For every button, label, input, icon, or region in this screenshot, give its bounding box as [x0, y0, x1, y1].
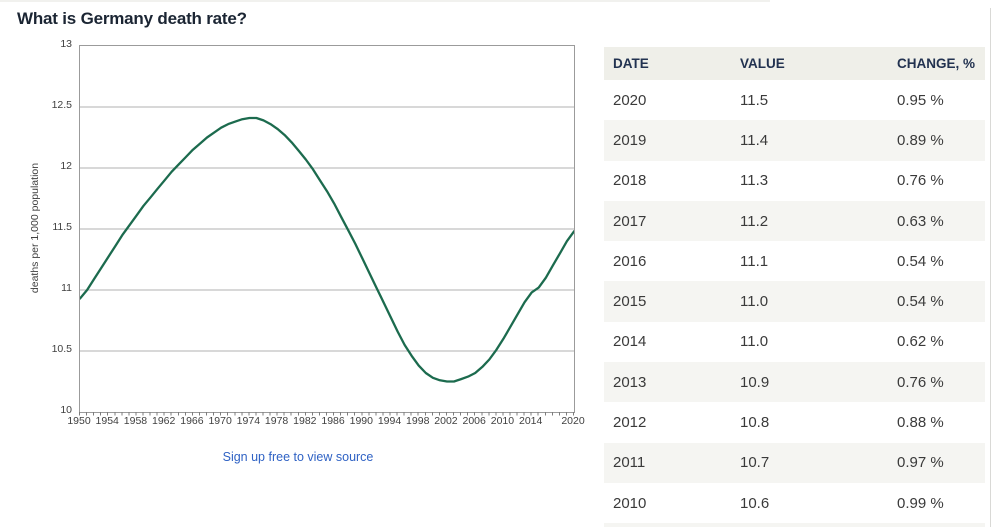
death-rate-line-chart: deaths per 1,000 population 13 12.5 12 11.5… — [0, 38, 596, 466]
table-header-cell: VALUE — [740, 56, 785, 71]
date-cell: 2011 — [613, 454, 646, 472]
y-tick-label: 10.5 — [51, 343, 72, 355]
change-cell: 0.97 % — [897, 454, 944, 472]
date-cell: 2015 — [613, 293, 647, 311]
x-tick-label: 2010 — [490, 415, 515, 427]
plot-area — [79, 45, 575, 413]
change-cell: 0.76 % — [897, 172, 944, 190]
date-cell: 2016 — [613, 252, 647, 270]
x-tick-label: 1986 — [321, 415, 345, 427]
y-tick-label: 13 — [60, 38, 72, 50]
x-tick-label: 2020 — [561, 415, 585, 427]
x-tick-label: 1970 — [208, 415, 232, 427]
x-tick-label: 1966 — [180, 415, 204, 427]
table-row: 2019 11.4 0.89 % — [604, 120, 985, 161]
change-cell: 0.76 % — [897, 373, 944, 391]
value-cell: 11.2 — [740, 212, 769, 230]
date-cell: 2020 — [613, 91, 647, 109]
change-cell: 0.62 % — [897, 333, 944, 351]
x-axis-tick-labels: 1950 1954 1958 1962 1966 1970 1974 1978 1982 1986… — [67, 415, 584, 429]
change-cell: 0.54 % — [897, 293, 944, 311]
page-right-divider — [990, 8, 991, 527]
change-cell: 0.63 % — [897, 212, 944, 230]
table-row: 2013 10.9 0.76 % — [604, 362, 985, 403]
table-row: 2012 10.8 0.88 % — [604, 402, 985, 443]
change-cell: 0.89 % — [897, 131, 944, 149]
change-cell: 0.99 % — [897, 494, 944, 512]
table-row: 2020 11.5 0.95 % — [604, 80, 985, 121]
value-cell: 11.1 — [740, 252, 769, 270]
y-tick-label: 12.5 — [51, 99, 72, 111]
table-row: 2018 11.3 0.76 % — [604, 160, 985, 201]
x-tick-label: 1974 — [236, 415, 261, 427]
change-cell: 0.54 % — [897, 252, 944, 270]
date-cell: 2014 — [613, 333, 647, 351]
partial-next-row — [604, 523, 985, 527]
chart-source-area: Sign up free to view source — [0, 448, 596, 466]
change-cell: 0.95 % — [897, 91, 944, 109]
x-tick-label: 2002 — [434, 415, 458, 427]
y-tick-label: 10 — [60, 404, 72, 416]
y-tick-label: 11.5 — [52, 221, 72, 233]
value-cell: 11.4 — [740, 131, 769, 149]
x-tick-label: 1994 — [377, 415, 402, 427]
table-body: 2020 11.5 0.95 % 2019 11.4 0.89 % 2018 11.3 0.76… — [604, 80, 985, 524]
value-cell: 10.9 — [740, 373, 770, 391]
date-cell: 2018 — [613, 172, 647, 190]
value-cell: 11.3 — [740, 172, 769, 190]
x-tick-label: 2006 — [462, 415, 486, 427]
table-row: 2011 10.7 0.97 % — [604, 442, 985, 483]
value-cell: 11.5 — [740, 91, 769, 109]
value-cell: 10.7 — [740, 454, 770, 472]
change-cell: 0.88 % — [897, 414, 944, 432]
x-tick-label: 1958 — [123, 415, 148, 427]
date-cell: 2013 — [613, 373, 647, 391]
value-cell: 10.6 — [740, 494, 770, 512]
death-rate-data-table: DATE VALUE CHANGE, % 2020 11.5 0.95 % 2019 11.… — [604, 47, 985, 527]
x-tick-label: 1962 — [151, 415, 176, 427]
death-rate-series-line — [80, 116, 574, 383]
x-tick-label: 1990 — [349, 415, 373, 427]
x-tick-label: 1982 — [293, 415, 317, 427]
x-tick-label: 2014 — [518, 415, 543, 427]
x-axis-ticks — [79, 412, 574, 416]
x-tick-label: 1998 — [406, 415, 430, 427]
table-header-cell: CHANGE, % — [897, 56, 976, 71]
table-row: 2016 11.1 0.54 % — [604, 241, 985, 282]
date-cell: 2017 — [613, 212, 647, 230]
value-cell: 10.8 — [740, 414, 770, 432]
x-tick-label: 1978 — [264, 415, 289, 427]
date-cell: 2010 — [613, 494, 647, 512]
date-cell: 2012 — [613, 414, 647, 432]
table-row: 2015 11.0 0.54 % — [604, 281, 985, 322]
y-tick-label: 12 — [60, 160, 72, 172]
table-row: 2014 11.0 0.62 % — [604, 321, 985, 363]
page-title: What is Germany death rate? — [17, 9, 247, 28]
table-header-row: DATE VALUE CHANGE, % — [604, 47, 985, 80]
clipped-top-content — [0, 0, 770, 2]
x-tick-label: 1950 — [67, 415, 91, 427]
x-tick-label: 1954 — [95, 415, 119, 427]
table-row: 2017 11.2 0.63 % — [604, 200, 985, 242]
table-header-cell: DATE — [613, 56, 649, 71]
value-cell: 11.0 — [740, 333, 769, 351]
y-tick-label: 11 — [61, 282, 72, 294]
date-cell: 2019 — [613, 131, 647, 149]
line-chart-svg — [80, 106, 574, 383]
table-row: 2010 10.6 0.99 % — [604, 482, 985, 524]
value-cell: 11.0 — [740, 293, 769, 311]
signup-source-link[interactable]: Sign up free to view source — [222, 450, 374, 464]
